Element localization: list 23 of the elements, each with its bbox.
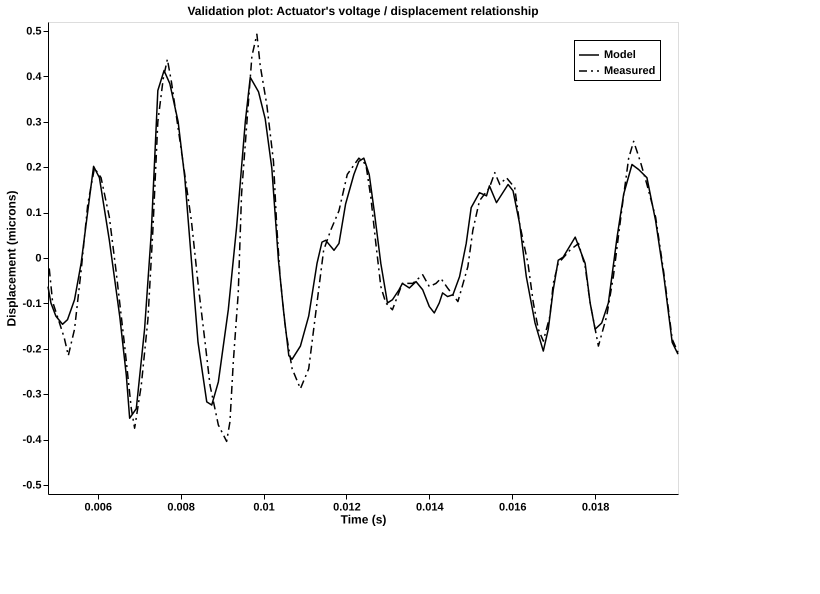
y-tick-label: -0.5 (22, 479, 42, 492)
y-tick-label: -0.1 (22, 298, 42, 310)
legend-label: Model (604, 49, 636, 61)
y-tick-label: 0 (35, 252, 42, 264)
y-tick-label: -0.3 (22, 388, 42, 401)
y-tick-label: 0.2 (26, 162, 42, 174)
x-axis-title: Time (s) (340, 512, 386, 526)
x-tick-label: 0.016 (498, 502, 526, 514)
y-tick-label: 0.3 (26, 116, 42, 128)
chart-title: Validation plot: Actuator's voltage / displacement relationship (187, 4, 539, 18)
y-tick-label: -0.4 (22, 434, 42, 446)
x-tick-label: 0.012 (333, 502, 361, 514)
y-tick-label: -0.2 (22, 343, 42, 356)
x-tick-label: 0.008 (167, 502, 195, 514)
y-tick-label: 0.4 (26, 70, 42, 83)
y-tick-label: 0.1 (26, 207, 42, 220)
y-tick-label: 0.5 (26, 26, 42, 38)
x-tick-label: 0.01 (253, 502, 275, 514)
legend-label: Measured (604, 65, 656, 77)
y-axis-title: Displacement (microns) (4, 190, 19, 327)
x-tick-label: 0.006 (84, 502, 112, 514)
x-tick-label: 0.018 (582, 502, 610, 514)
x-tick-label: 0.014 (416, 502, 444, 514)
